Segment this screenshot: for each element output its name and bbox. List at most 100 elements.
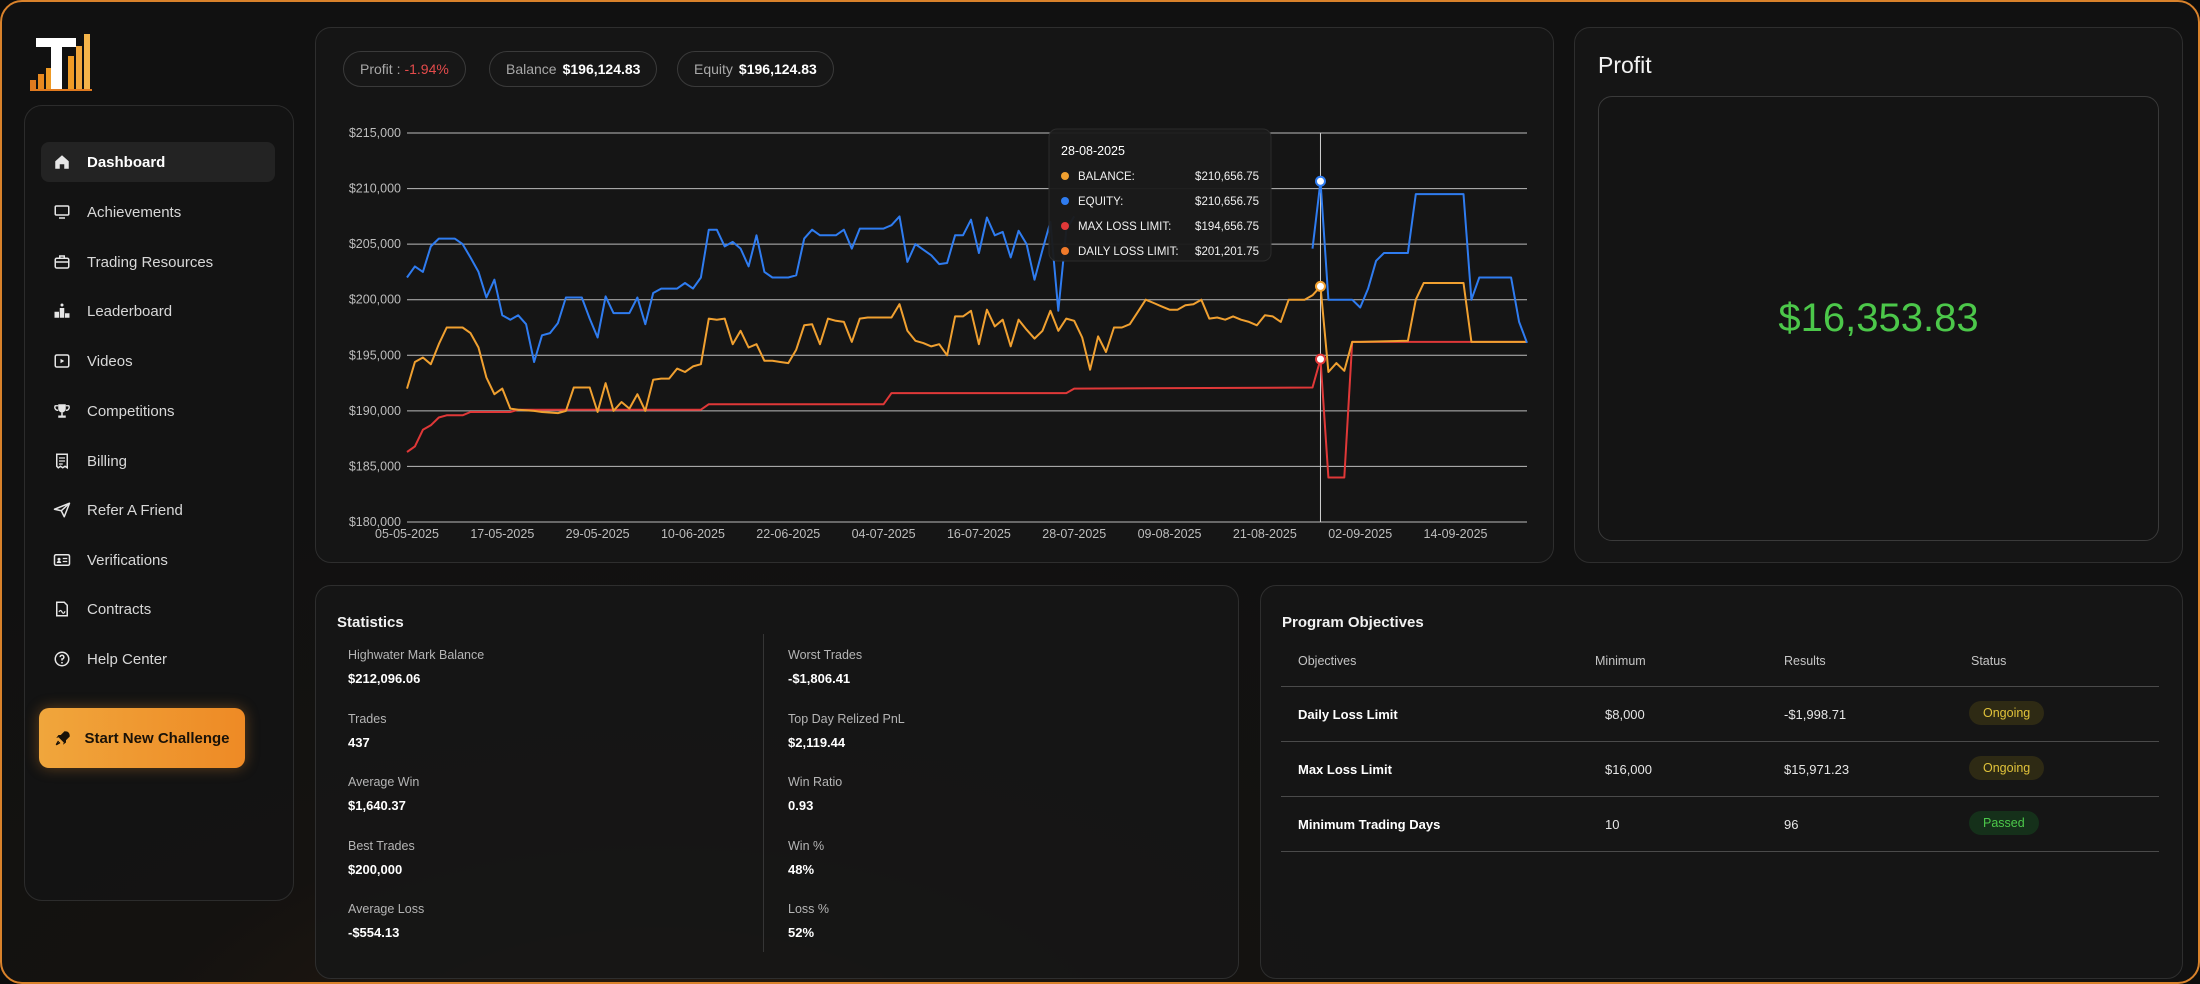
objective-result: -$1,998.71 — [1784, 707, 1847, 722]
stat-average-loss: Average Loss -$554.13 — [348, 902, 648, 940]
home-icon — [51, 151, 73, 173]
stat-highwater-mark: Highwater Mark Balance $212,096.06 — [348, 648, 648, 686]
sidebar-item-label: Competitions — [87, 402, 175, 420]
status-badge: Ongoing — [1969, 756, 2045, 780]
x-tick-label: 02-09-2025 — [1328, 527, 1392, 541]
stat-top-day-pnl: Top Day Relized PnL $2,119.44 — [788, 712, 1088, 750]
video-icon — [51, 350, 73, 372]
objective-minimum: $8,000 — [1605, 707, 1645, 722]
equity-chip-label: Equity — [694, 61, 733, 77]
id-card-icon — [51, 549, 73, 571]
profit-title: Profit — [1598, 52, 1652, 78]
x-tick-label: 21-08-2025 — [1233, 527, 1297, 541]
sidebar-item-billing[interactable]: Billing — [41, 441, 275, 481]
stat-label: Worst Trades — [788, 648, 863, 662]
balance-chip: Balance $196,124.83 — [489, 51, 658, 87]
profit-chip: Profit : -1.94% — [343, 51, 466, 87]
status-badge: Ongoing — [1969, 701, 2045, 725]
stat-win-percent: Win % 48% — [788, 839, 1088, 877]
x-tick-label: 29-05-2025 — [566, 527, 630, 541]
x-tick-label: 04-07-2025 — [852, 527, 916, 541]
sidebar-item-verifications[interactable]: Verifications — [41, 540, 275, 580]
rocket-icon — [56, 731, 71, 746]
sidebar-item-help-center[interactable]: Help Center — [41, 639, 275, 679]
stat-label: Average Win — [348, 775, 420, 789]
profit-box: $16,353.83 — [1598, 96, 2159, 541]
sidebar-item-leaderboard[interactable]: Leaderboard — [41, 291, 275, 331]
cta-label: Start New Challenge — [84, 729, 230, 747]
statistics-panel: Statistics Highwater Mark Balance $212,0… — [315, 585, 1239, 979]
y-tick-label: $195,000 — [349, 348, 401, 362]
objective-result: $15,971.23 — [1784, 762, 1850, 777]
stat-value: $200,000 — [348, 862, 403, 877]
sidebar-item-label: Achievements — [87, 203, 182, 221]
sidebar-item-label: Contracts — [87, 600, 152, 618]
y-tick-label: $200,000 — [349, 293, 401, 307]
objective-minimum: $16,000 — [1605, 762, 1652, 777]
objective-name: Daily Loss Limit — [1298, 707, 1398, 722]
sidebar-item-competitions[interactable]: Competitions — [41, 391, 275, 431]
status-badge: Passed — [1969, 811, 2039, 835]
tooltip-row-value: $201,201.75 — [1195, 246, 1259, 258]
objective-minimum: 10 — [1605, 817, 1620, 832]
sidebar-item-label: Leaderboard — [87, 302, 173, 320]
table-row: Minimum Trading Days 10 96 Passed — [1281, 796, 2159, 852]
program-objectives-panel: Program Objectives Objectives Minimum Re… — [1260, 585, 2183, 979]
sidebar-item-label: Trading Resources — [87, 253, 214, 271]
objective-name: Minimum Trading Days — [1298, 817, 1441, 832]
balance-chip-label: Balance — [506, 61, 557, 77]
objectives-title: Program Objectives — [1282, 614, 1424, 631]
start-new-challenge-button[interactable]: Start New Challenge — [39, 708, 245, 768]
x-tick-label: 05-05-2025 — [375, 527, 439, 541]
sidebar-item-label: Verifications — [87, 551, 168, 569]
statistics-title: Statistics — [337, 614, 404, 631]
sidebar-item-label: Help Center — [87, 650, 168, 668]
x-tick-label: 17-05-2025 — [470, 527, 534, 541]
sidebar-item-videos[interactable]: Videos — [41, 341, 275, 381]
table-bottom-border — [1281, 851, 2159, 852]
series-line-equity — [1311, 180, 1528, 344]
sidebar-item-achievements[interactable]: Achievements — [41, 192, 275, 232]
sidebar-item-trading-resources[interactable]: Trading Resources — [41, 242, 275, 282]
hover-point-max-loss — [1314, 353, 1326, 365]
brand-logo — [30, 34, 92, 91]
statistics-divider — [763, 634, 764, 952]
x-tick-label: 22-06-2025 — [756, 527, 820, 541]
x-tick-label: 09-08-2025 — [1138, 527, 1202, 541]
table-row: Daily Loss Limit $8,000 -$1,998.71 Ongoi… — [1281, 686, 2159, 742]
tooltip-legend-dot — [1061, 172, 1069, 180]
table-row: Max Loss Limit $16,000 $15,971.23 Ongoin… — [1281, 741, 2159, 797]
series-line-max-loss-limit — [406, 340, 1527, 479]
help-icon — [51, 648, 73, 670]
x-tick-label: 16-07-2025 — [947, 527, 1011, 541]
hover-point-equity — [1314, 175, 1326, 187]
profit-chip-label: Profit : — [360, 61, 401, 77]
stat-best-trades: Best Trades $200,000 — [348, 839, 648, 877]
objectives-header-objectives: Objectives — [1298, 654, 1357, 668]
y-tick-label: $205,000 — [349, 237, 401, 251]
objective-name: Max Loss Limit — [1298, 762, 1392, 777]
sidebar-item-label: Billing — [87, 452, 128, 470]
sidebar-item-refer-a-friend[interactable]: Refer A Friend — [41, 490, 275, 530]
equity-chip: Equity $196,124.83 — [677, 51, 834, 87]
tooltip-date: 28-08-2025 — [1061, 144, 1125, 158]
stat-value: 52% — [788, 925, 815, 940]
stat-value: $2,119.44 — [788, 735, 846, 750]
stat-value: 437 — [348, 735, 370, 750]
stat-value: 0.93 — [788, 798, 814, 813]
chart-tooltip — [1048, 128, 1272, 262]
x-tick-label: 28-07-2025 — [1042, 527, 1106, 541]
stat-value: -$1,806.41 — [788, 671, 851, 686]
stat-label: Average Loss — [348, 902, 425, 916]
stat-label: Loss % — [788, 902, 829, 916]
y-tick-label: $210,000 — [349, 182, 401, 196]
stat-label: Win % — [788, 839, 825, 853]
stat-loss-percent: Loss % 52% — [788, 902, 1088, 940]
balance-equity-chart[interactable]: $180,000 $185,000 $190,000 $195,000 $200,000… — [316, 28, 1553, 562]
sidebar-item-dashboard[interactable]: Dashboard — [41, 142, 275, 182]
objectives-header-minimum: Minimum — [1595, 654, 1646, 668]
sidebar-item-contracts[interactable]: Contracts — [41, 589, 275, 629]
stat-label: Trades — [348, 712, 387, 726]
x-tick-label: 14-09-2025 — [1424, 527, 1488, 541]
